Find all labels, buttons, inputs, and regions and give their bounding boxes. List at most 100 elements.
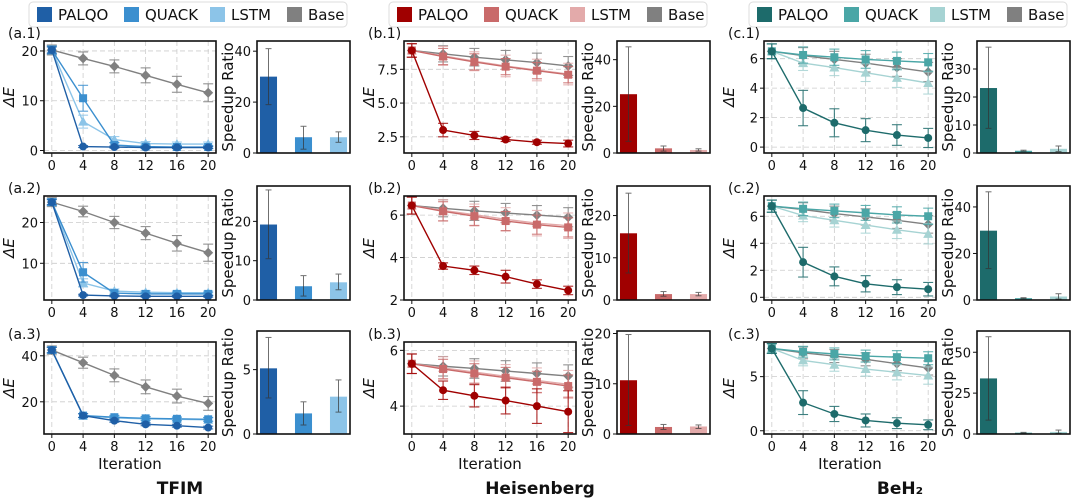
- series-base: [766, 43, 934, 83]
- data-point: [892, 56, 901, 65]
- y-axis-label: ΔE: [720, 87, 738, 108]
- series-quack: [766, 343, 934, 366]
- legend-frame: [28, 1, 348, 28]
- data-point: [110, 416, 119, 425]
- data-point: [470, 369, 479, 378]
- data-point: [172, 421, 181, 430]
- line-plot-frame: [43, 195, 217, 301]
- y-tick-label: 10: [594, 252, 611, 267]
- y-tick-label: 6: [750, 210, 758, 225]
- data-point: [861, 208, 870, 217]
- legend-swatch-palqo: [397, 7, 412, 22]
- data-point: [172, 292, 181, 301]
- x-tick-label: 0: [48, 306, 56, 321]
- x-tick-label: 16: [169, 306, 186, 321]
- chart-column-c: PALQO QUACK LSTM Base(c.1)0 4 8 12 16 200246ΔE01…: [720, 1, 1071, 499]
- bar-plot-frame: [256, 185, 351, 301]
- x-tick-label: 4: [799, 159, 807, 174]
- y-tick-label: 2: [750, 264, 758, 279]
- series-palqo: [406, 353, 574, 434]
- x-tick-label: 4: [79, 159, 87, 174]
- bar-error: [335, 131, 342, 143]
- data-point: [892, 419, 901, 428]
- x-tick-label: 8: [110, 440, 118, 455]
- x-tick-label: 20: [920, 159, 937, 174]
- y-tick-label: 40: [21, 350, 38, 365]
- bar-plot-frame: [976, 185, 1071, 301]
- x-tick-label: 20: [560, 440, 577, 455]
- y-axis-label: Speedup Ratio: [579, 188, 597, 297]
- bar-error: [300, 275, 307, 297]
- bar-error: [985, 46, 992, 129]
- y-tick-label: 0: [750, 291, 758, 306]
- y-axis-label: Speedup Ratio: [939, 188, 957, 297]
- series-line-quack: [411, 204, 569, 229]
- bar-plot-frame: [616, 185, 711, 301]
- line-plot-frame: [763, 40, 937, 154]
- series-line-palqo: [771, 348, 929, 426]
- y-tick-label: 4: [750, 82, 758, 97]
- legend-swatch-lstm: [570, 7, 585, 22]
- data-point: [109, 61, 120, 72]
- bar-quack: [654, 294, 673, 300]
- data-point: [110, 291, 119, 300]
- x-tick-label: 12: [497, 306, 514, 321]
- series-line-quack: [771, 205, 929, 217]
- data-point: [439, 52, 448, 61]
- x-tick-label: 12: [857, 306, 874, 321]
- data-point: [830, 53, 839, 62]
- series-line-lstm: [411, 363, 569, 386]
- data-point: [830, 118, 839, 127]
- data-point: [798, 355, 809, 365]
- y-tick-label: 20: [594, 210, 611, 225]
- series-lstm: [46, 345, 214, 424]
- x-tick-label: 16: [169, 440, 186, 455]
- bar-error: [265, 48, 272, 106]
- data-point: [923, 228, 934, 238]
- y-tick-label: 0: [750, 425, 758, 440]
- data-point: [47, 198, 56, 207]
- series-line-quack: [771, 347, 929, 359]
- data-point: [79, 142, 88, 151]
- x-tick-label: 16: [889, 159, 906, 174]
- legend-swatch-base: [287, 7, 302, 22]
- data-point: [861, 279, 870, 288]
- data-point: [203, 247, 214, 258]
- legend-label-palqo: PALQO: [418, 6, 468, 24]
- y-tick-label: 20: [594, 100, 611, 115]
- series-line-palqo: [51, 201, 209, 298]
- x-tick-label: 20: [920, 306, 937, 321]
- data-point: [532, 402, 541, 411]
- data-point: [923, 370, 934, 380]
- x-tick-label: 8: [470, 159, 478, 174]
- data-point: [172, 143, 181, 152]
- bar-error: [985, 336, 992, 421]
- series-line-palqo: [771, 205, 929, 290]
- data-point: [78, 116, 89, 126]
- y-tick-label: 50: [954, 346, 971, 361]
- data-point: [799, 51, 808, 59]
- line-plot-frame: [763, 195, 937, 301]
- x-tick-label: 16: [529, 159, 546, 174]
- data-point: [439, 126, 448, 135]
- y-tick-label: 40: [594, 54, 611, 69]
- legend-swatch-lstm: [210, 7, 225, 22]
- bar-error: [695, 291, 702, 297]
- data-point: [79, 291, 88, 300]
- bar-error: [625, 334, 632, 426]
- bar-quack: [654, 426, 673, 434]
- data-point: [470, 391, 479, 400]
- data-point: [860, 220, 871, 230]
- data-point: [470, 57, 479, 66]
- data-point: [110, 143, 119, 152]
- y-axis-label: ΔE: [0, 87, 18, 108]
- y-tick-label: 5: [243, 364, 251, 379]
- x-tick-label: 0: [48, 440, 56, 455]
- y-tick-label: 20: [21, 45, 38, 60]
- x-tick-label: 0: [768, 440, 776, 455]
- data-point: [140, 381, 151, 392]
- legend-label-quack: QUACK: [865, 6, 919, 24]
- data-point: [923, 78, 934, 87]
- x-tick-label: 4: [439, 306, 447, 321]
